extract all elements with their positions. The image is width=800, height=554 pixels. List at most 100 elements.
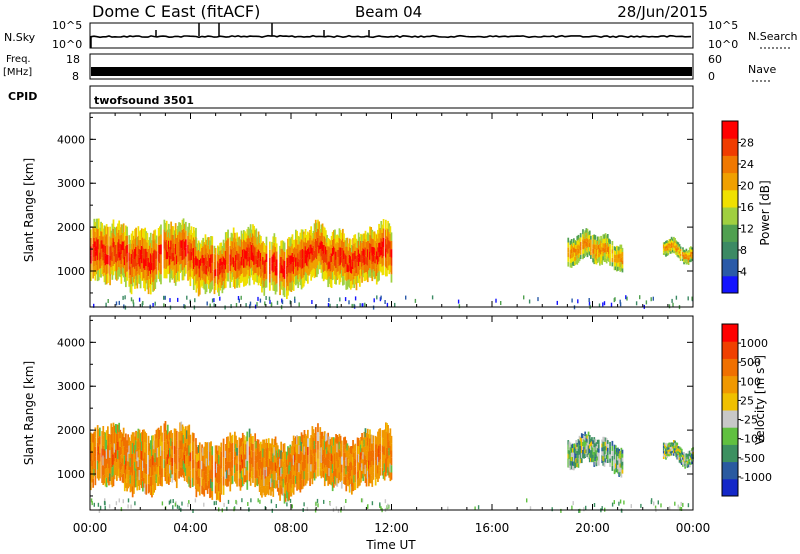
echo-cell (349, 453, 352, 462)
scatter-cell (186, 295, 188, 300)
echo-cell (570, 258, 573, 263)
echo-cell (232, 237, 235, 248)
echo-cell (597, 439, 600, 444)
echo-cell (243, 443, 245, 452)
echo-cell (381, 437, 384, 446)
echo-cell (569, 465, 572, 471)
echo-cell (587, 250, 590, 255)
echo-cell (282, 277, 285, 287)
echo-cell (614, 254, 617, 259)
echo-cell (337, 235, 340, 243)
echo-cell (328, 444, 331, 453)
echo-cell (128, 453, 131, 462)
scatter-cell (571, 505, 573, 510)
echo-cell (345, 246, 348, 256)
scatter-cell (115, 301, 118, 306)
echo-cell (295, 257, 297, 267)
echo-cell (606, 251, 609, 257)
echo-cell (171, 226, 174, 235)
echo-cell (272, 470, 275, 480)
echo-cell (164, 441, 167, 452)
echo-cell (210, 450, 212, 460)
echo-cell (166, 237, 169, 245)
echo-cell (160, 244, 162, 255)
echo-cell (203, 265, 206, 274)
echo-cell (330, 453, 333, 462)
echo-cell (679, 452, 682, 456)
echo-cell (239, 447, 242, 457)
echo-cell (138, 439, 141, 450)
echo-cell (310, 464, 313, 472)
echo-cell (195, 227, 197, 238)
echo-cell (113, 226, 116, 235)
echo-cell (279, 254, 281, 263)
echo-cell (252, 451, 254, 460)
echo-cell (303, 242, 306, 251)
echo-cell (339, 466, 342, 475)
echo-cell (292, 256, 295, 266)
scatter-cell (323, 499, 325, 504)
echo-cell (240, 274, 243, 283)
scatter-cell (650, 500, 653, 505)
echo-cell (156, 428, 159, 439)
scatter-cell (386, 302, 389, 307)
echo-cell (293, 261, 296, 270)
echo-cell (134, 470, 136, 479)
echo-cell (170, 249, 173, 260)
echo-cell (257, 462, 260, 470)
echo-cell (606, 234, 609, 239)
echo-cell (263, 448, 266, 459)
echo-cell (131, 249, 134, 259)
echo-cell (253, 235, 255, 246)
echo-cell (295, 468, 297, 476)
echo-cell (90, 470, 92, 481)
echo-cell (608, 242, 610, 247)
echo-cell (197, 268, 200, 278)
echo-cell (591, 445, 593, 450)
echo-cell (379, 235, 382, 243)
echo-cell (275, 480, 278, 488)
echo-cell (208, 457, 210, 466)
echo-cell (282, 461, 285, 470)
echo-cell (263, 278, 266, 287)
echo-cell (574, 244, 576, 249)
echo-cell (99, 444, 101, 454)
scatter-cell (551, 507, 553, 512)
echo-cell (244, 440, 246, 448)
echo-cell (377, 465, 379, 474)
echo-cell (105, 477, 108, 488)
echo-cell (307, 463, 309, 473)
echo-cell (345, 255, 348, 264)
echo-cell (271, 456, 274, 465)
echo-cell (191, 255, 194, 264)
echo-cell (220, 477, 223, 486)
echo-cell (119, 446, 122, 456)
echo-cell (227, 444, 229, 453)
echo-cell (609, 261, 611, 266)
echo-cell (250, 237, 253, 245)
echo-cell (385, 467, 387, 477)
echo-cell (606, 440, 609, 444)
echo-cell (281, 281, 284, 291)
echo-cell (677, 455, 680, 458)
echo-cell (667, 454, 670, 457)
echo-cell (224, 278, 227, 288)
echo-cell (671, 446, 674, 449)
echo-cell (96, 425, 99, 434)
scatter-cell (275, 504, 277, 508)
echo-cell (617, 262, 619, 267)
echo-cell (205, 274, 208, 284)
echo-cell (250, 252, 253, 261)
echo-cell (379, 228, 382, 236)
echo-cell (280, 467, 283, 477)
echo-cell (328, 468, 331, 477)
echo-cell (241, 273, 244, 282)
echo-cell (155, 474, 158, 483)
echo-cell (601, 251, 604, 257)
echo-cell (109, 457, 111, 466)
echo-cell (286, 490, 288, 499)
echo-cell (357, 462, 360, 471)
echo-cell (326, 460, 328, 468)
echo-cell (107, 273, 109, 283)
echo-cell (662, 252, 665, 255)
